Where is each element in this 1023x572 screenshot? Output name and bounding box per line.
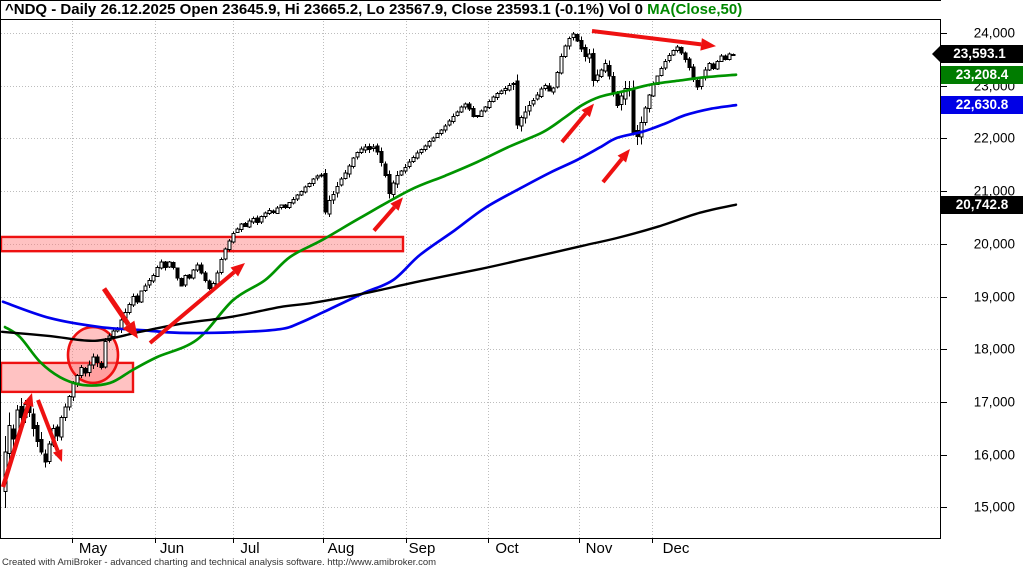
last-price-tag: 23,593.1: [932, 45, 1023, 63]
price-axis-label: 20,000: [973, 236, 1015, 252]
price-axis-tick: [941, 138, 947, 139]
price-axis-label: 21,000: [973, 183, 1015, 199]
chart-plot-area[interactable]: ^NDQ - Daily 26.12.2025 Open 23645.9, Hi…: [0, 0, 946, 539]
month-label-nov: Nov: [585, 540, 613, 557]
price-axis-label: 17,000: [973, 394, 1015, 410]
price-axis-tick: [941, 244, 947, 245]
price-axis-tick: [941, 402, 947, 403]
ma200-line: [0, 203, 738, 343]
support-resistance-zones: [0, 235, 405, 394]
chart-title-bar: ^NDQ - Daily 26.12.2025 Open 23645.9, Hi…: [0, 0, 946, 20]
month-label-jul: Jul: [240, 540, 260, 557]
trend-arrows: [0, 29, 716, 488]
price-axis-tick: [941, 33, 947, 34]
ma50-price-tag: 23,208.4: [941, 66, 1023, 84]
price-axis-tick: [941, 455, 947, 456]
month-label-jun: Jun: [159, 540, 185, 557]
time-axis-tick: [72, 539, 73, 543]
month-label-dec: Dec: [662, 540, 690, 557]
price-axis[interactable]: 24,000 23,000 22,000 21,000 20,000 19,000 18,0…: [932, 0, 1023, 556]
nov-ma100-bounce-up: [601, 157, 624, 184]
month-label-aug: Aug: [327, 540, 355, 557]
time-axis-tick: [233, 539, 234, 543]
price-axis-label: 19,000: [973, 289, 1015, 304]
ma50-line: [3, 73, 738, 387]
time-axis-tick: [488, 539, 489, 543]
ma200-price-tag: 20,742.8: [941, 196, 1023, 214]
candles-layer: [3, 32, 736, 509]
month-label-may: May: [78, 540, 108, 557]
price-axis-tick: [941, 297, 947, 298]
time-axis-tick: [323, 539, 324, 543]
april-pullback-down: [36, 399, 60, 452]
resistance-zone-20000: [0, 235, 405, 253]
price-axis-label: 22,000: [973, 130, 1015, 146]
may-june-trend-up: [148, 270, 236, 345]
price-axis-label: 16,000: [973, 447, 1015, 463]
time-axis-tick: [406, 539, 407, 543]
price-axis-tick: [941, 507, 947, 508]
sep-breakout-up: [372, 205, 396, 232]
time-axis-tick: [579, 539, 580, 543]
ma100-price-tag: 22,630.8: [941, 96, 1023, 114]
price-axis-tick: [941, 349, 947, 350]
ohlc-title-text: ^NDQ - Daily 26.12.2025 Open 23645.9, Hi…: [5, 1, 648, 18]
time-axis-tick: [652, 539, 653, 543]
lower-highs-arrow: [591, 29, 702, 47]
price-axis-label: 18,000: [973, 341, 1015, 357]
ma-indicator-label: MA(Close,50): [647, 1, 743, 18]
april-rebound-up: [0, 404, 31, 488]
amibroker-credits-text: Created with AmiBroker - advanced charti…: [2, 557, 437, 568]
nov-ma50-bounce-up: [560, 112, 588, 144]
ma-cross-down: [101, 287, 131, 327]
ma100-line: [1, 103, 738, 335]
price-axis-label: 24,000: [973, 25, 1015, 41]
price-axis-tick: [941, 86, 947, 87]
time-axis-tick: [155, 539, 156, 543]
support-zone-17400: [0, 361, 135, 394]
candlestick-chart-canvas[interactable]: [0, 0, 941, 539]
plot-border: [0, 0, 941, 539]
month-label-oct: Oct: [495, 540, 519, 557]
grid-layer: [1, 21, 940, 538]
month-label-sep: Sep: [408, 540, 436, 557]
price-axis-label: 15,000: [973, 499, 1015, 515]
price-axis-tick: [941, 191, 947, 192]
time-axis[interactable]: May Jun Jul Aug Sep Oct Nov Dec: [0, 539, 941, 557]
